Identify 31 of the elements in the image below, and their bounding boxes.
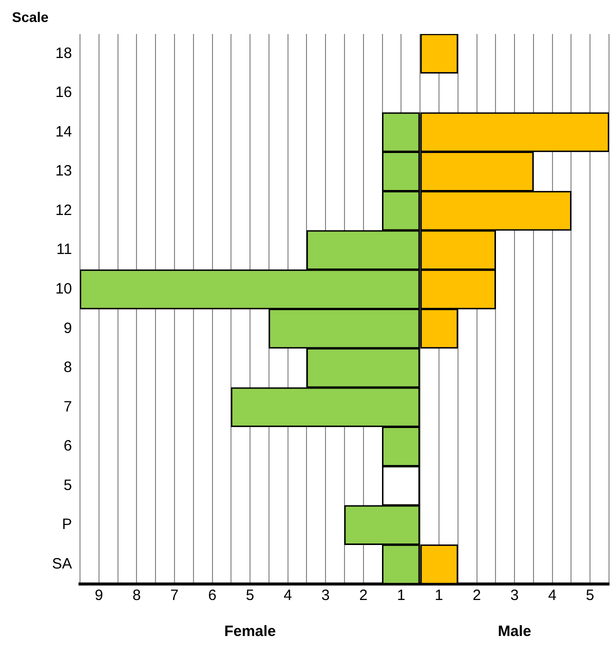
x-tick-label: 3 (321, 587, 330, 604)
x-tick-label: 4 (284, 587, 292, 604)
x-tick-label: 3 (510, 587, 519, 604)
y-tick-label: 11 (56, 241, 72, 258)
x-tick-label: 5 (246, 587, 254, 604)
y-tick-label: 14 (55, 123, 72, 140)
y-tick-label: P (62, 516, 72, 534)
y-tick-label: 16 (55, 84, 72, 102)
y-tick-label: SA (52, 556, 72, 572)
y-tick-label: 5 (64, 476, 72, 494)
y-tick-label: 18 (55, 44, 72, 62)
x-tick-label: 2 (472, 587, 481, 604)
text: Female (224, 623, 276, 640)
y-tick-label: 13 (55, 162, 72, 180)
x-tick-label: 9 (94, 587, 104, 604)
y-tick-label: 6 (64, 438, 72, 455)
x-tick-label: 1 (434, 587, 444, 604)
y-axis-title: Scale (12, 8, 49, 25)
x-tick-label: 6 (208, 587, 216, 604)
y-tick-label: 10 (55, 280, 72, 298)
text: Male (498, 623, 532, 640)
y-tick-label: 8 (64, 359, 72, 376)
x-tick-label: 8 (132, 587, 141, 604)
x-tick-label: 4 (548, 587, 556, 604)
y-tick-label: 9 (64, 320, 72, 337)
y-tick-label: 12 (55, 202, 72, 219)
x-tick-label: 1 (397, 587, 406, 604)
x-tick-label: 7 (170, 587, 179, 604)
x-tick-label: 5 (586, 587, 594, 604)
x-tick-label: 2 (359, 587, 368, 604)
y-tick-label: 7 (64, 398, 72, 416)
